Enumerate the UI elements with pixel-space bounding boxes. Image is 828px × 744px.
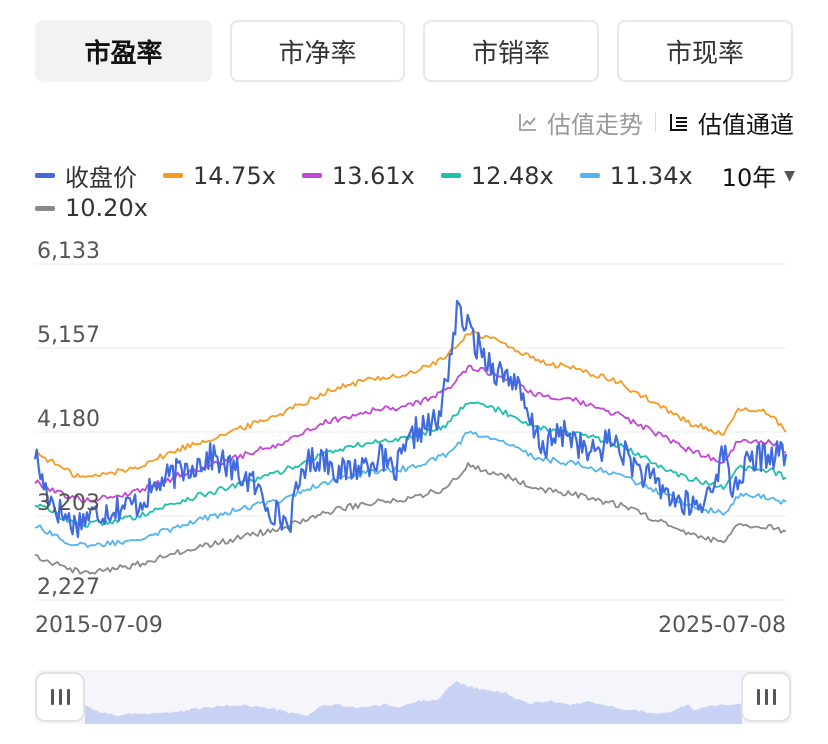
legend-item-close[interactable]: 收盘价 (35, 158, 137, 193)
navigator-right-handle[interactable] (741, 672, 791, 722)
channel-icon (670, 114, 687, 131)
valuation-trend-label: 估值走势 (547, 110, 643, 139)
tab-pb-ratio[interactable]: 市净率 (230, 20, 405, 82)
valuation-channel-label: 估值通道 (698, 110, 794, 139)
legend-item-band-4[interactable]: 11.34x (579, 161, 693, 190)
y-tick-label: 4,180 (37, 407, 100, 432)
legend-label-band-5: 10.20x (65, 194, 148, 222)
tab-pe-ratio[interactable]: 市盈率 (35, 20, 212, 82)
x-axis-ticks: 2015-07-09 2025-07-08 (35, 613, 786, 638)
legend-swatch-band-2 (301, 173, 322, 178)
period-selector[interactable]: 10年 ▼ (722, 158, 795, 193)
series-line-band-5 (34, 462, 787, 575)
y-tick-label: 2,227 (37, 575, 100, 600)
legend-label-close: 收盘价 (65, 164, 137, 192)
legend-label-band-1: 14.75x (193, 161, 276, 190)
legend-swatch-band-5 (35, 205, 55, 211)
legend-swatch-band-4 (579, 173, 600, 178)
valuation-channel-chart: 6,133 5,157 4,180 3,203 2,227 2015-07-09 2025… (33, 240, 788, 638)
legend-label-band-3: 12.48x (470, 161, 554, 190)
series-line-close (33, 299, 788, 538)
chart-gridlines (35, 263, 786, 601)
legend-row-1: 收盘价 14.75x 13.61x 12.48x 11.34x (35, 158, 719, 193)
x-tick-label-end: 2025-07-08 (658, 613, 786, 638)
legend-item-band-5[interactable]: 10.20x (35, 194, 148, 222)
valuation-metric-tabs: 市盈率 市净率 市销率 市现率 (35, 20, 793, 82)
legend-swatch-close (35, 173, 55, 178)
legend-item-band-1[interactable]: 14.75x (163, 162, 276, 190)
tab-ps-ratio[interactable]: 市销率 (423, 20, 599, 82)
navigator-mini-chart (85, 681, 742, 724)
view-toggle: 估值走势 估值通道 (517, 102, 794, 142)
series-line-band-1 (34, 329, 787, 479)
legend-item-band-3[interactable]: 12.48x (440, 161, 554, 190)
x-tick-label-start: 2015-07-09 (35, 613, 163, 638)
y-tick-label: 6,133 (37, 240, 100, 264)
legend-row-2: 10.20x (35, 194, 174, 222)
navigator-area (85, 681, 742, 724)
navigator-track (35, 670, 792, 724)
legend-item-band-2[interactable]: 13.61x (301, 161, 415, 190)
y-tick-label: 5,157 (37, 323, 100, 348)
series-line-band-3 (34, 401, 787, 528)
tab-pcf-ratio[interactable]: 市现率 (617, 20, 793, 82)
caret-down-icon: ▼ (784, 167, 795, 184)
valuation-channel-toggle[interactable]: 估值通道 (668, 105, 794, 140)
navigator-left-handle[interactable] (35, 672, 85, 722)
legend-swatch-band-1 (163, 173, 183, 178)
trend-line-icon (519, 114, 536, 131)
legend-label-band-2: 13.61x (331, 161, 415, 190)
chart-series-lines (33, 299, 788, 575)
toggle-divider (655, 112, 656, 132)
period-label: 10年 (721, 164, 777, 192)
legend-swatch-band-3 (440, 173, 461, 178)
range-navigator[interactable] (35, 670, 792, 724)
y-tick-label: 3,203 (37, 491, 100, 516)
legend-label-band-4: 11.34x (609, 161, 693, 190)
valuation-trend-toggle[interactable]: 估值走势 (517, 105, 643, 140)
y-axis-ticks: 6,133 5,157 4,180 3,203 2,227 (37, 240, 100, 600)
